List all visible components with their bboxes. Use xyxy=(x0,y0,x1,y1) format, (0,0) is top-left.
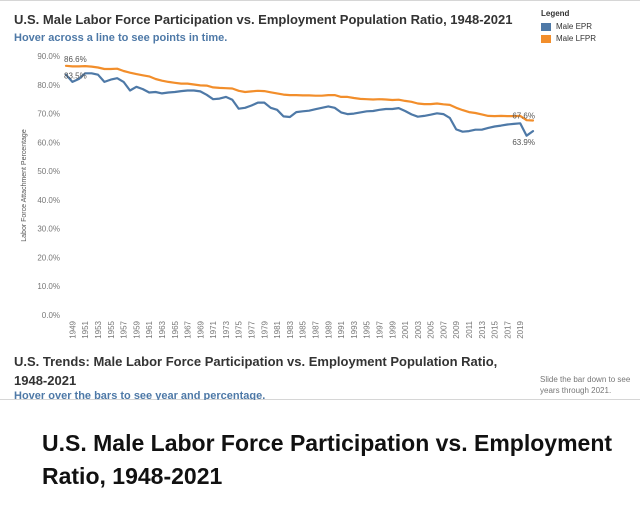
y-tick-label: 10.0% xyxy=(37,282,60,291)
data-label: 67.6% xyxy=(512,111,535,120)
x-tick-label: 2007 xyxy=(439,320,448,338)
legend-swatch-epr xyxy=(541,22,551,31)
chart-subtitle: Hover across a line to see points in tim… xyxy=(14,32,228,44)
x-tick-label: 1991 xyxy=(337,320,346,338)
x-tick-label: 1967 xyxy=(184,320,193,338)
x-tick-label: 1957 xyxy=(120,320,129,338)
y-tick-label: 0.0% xyxy=(42,311,60,320)
series-line-male-lfpr[interactable] xyxy=(64,64,535,122)
y-tick-label: 40.0% xyxy=(37,196,60,205)
data-label: 86.6% xyxy=(64,55,87,64)
x-tick-label: 1961 xyxy=(145,320,154,338)
y-axis-title: Labor Force Attachment Percentage xyxy=(21,129,28,242)
x-tick-label: 2019 xyxy=(516,320,525,338)
x-tick-label: 1981 xyxy=(273,320,282,338)
x-tick-label: 1955 xyxy=(107,320,116,338)
x-tick-label: 1969 xyxy=(196,320,205,338)
x-tick-label: 1953 xyxy=(94,320,103,338)
x-tick-label: 1973 xyxy=(222,320,231,338)
x-tick-label: 1959 xyxy=(132,320,141,338)
x-tick-label: 1983 xyxy=(286,320,295,338)
x-tick-label: 2009 xyxy=(452,320,461,338)
x-tick-label: 1997 xyxy=(375,320,384,338)
legend-title: Legend xyxy=(541,9,570,18)
figure-caption: U.S. Male Labor Force Participation vs. … xyxy=(42,430,613,489)
legend-label-lfpr: Male LFPR xyxy=(556,34,597,43)
x-tick-label: 1977 xyxy=(248,320,257,338)
x-tick-label: 2005 xyxy=(427,320,436,338)
legend-item-male-epr[interactable]: Male EPR xyxy=(541,22,596,31)
y-tick-label: 30.0% xyxy=(37,225,60,234)
x-tick-label: 2003 xyxy=(414,320,423,338)
x-tick-label: 2011 xyxy=(465,320,474,338)
x-tick-label: 1999 xyxy=(388,320,397,338)
x-tick-label: 1993 xyxy=(350,320,359,338)
x-tick-label: 1965 xyxy=(171,320,180,338)
y-tick-label: 50.0% xyxy=(37,167,60,176)
x-tick-label: 1979 xyxy=(260,320,269,338)
slide-note: Slide the bar down to see years through … xyxy=(540,375,631,395)
x-tick-label: 2015 xyxy=(491,320,500,338)
bottom-chart-subtitle: Hover over the bars to see year and perc… xyxy=(14,390,266,400)
x-tick-label: 2001 xyxy=(401,320,410,338)
chart-title: U.S. Male Labor Force Participation vs. … xyxy=(14,12,513,27)
y-tick-label: 80.0% xyxy=(37,81,60,90)
legend: Legend Male EPR Male LFPR xyxy=(541,9,596,46)
x-tick-label: 1987 xyxy=(311,320,320,338)
x-tick-label: 1989 xyxy=(324,320,333,338)
legend-swatch-lfpr xyxy=(541,34,551,43)
bottom-chart-title: U.S. Trends: Male Labor Force Participat… xyxy=(14,354,498,388)
x-tick-label: 1951 xyxy=(81,320,90,338)
legend-item-male-lfpr[interactable]: Male LFPR xyxy=(541,34,596,43)
x-tick-label: 1975 xyxy=(235,320,244,338)
x-tick-label: 1949 xyxy=(68,320,77,338)
dashboard-panel: U.S. Male Labor Force Participation vs. … xyxy=(0,0,640,400)
x-tick-label: 1963 xyxy=(158,320,167,338)
x-tick-label: 1985 xyxy=(299,320,308,338)
line-chart[interactable]: 0.0% 10.0% 20.0% 30.0% 40.0% 50.0% 60.0% 70.0% 8… xyxy=(0,45,640,345)
y-tick-label: 60.0% xyxy=(37,138,60,147)
x-tick-label: 1995 xyxy=(363,320,372,338)
y-tick-label: 90.0% xyxy=(37,52,60,61)
x-tick-label: 2017 xyxy=(503,320,512,338)
series-line-male-epr[interactable] xyxy=(64,72,535,137)
y-tick-label: 20.0% xyxy=(37,253,60,262)
data-label: 83.5% xyxy=(64,72,87,81)
x-tick-label: 1971 xyxy=(209,320,218,338)
legend-label-epr: Male EPR xyxy=(556,22,593,31)
data-label: 63.9% xyxy=(512,138,535,147)
x-tick-label: 2013 xyxy=(478,320,487,338)
y-tick-label: 70.0% xyxy=(37,110,60,119)
